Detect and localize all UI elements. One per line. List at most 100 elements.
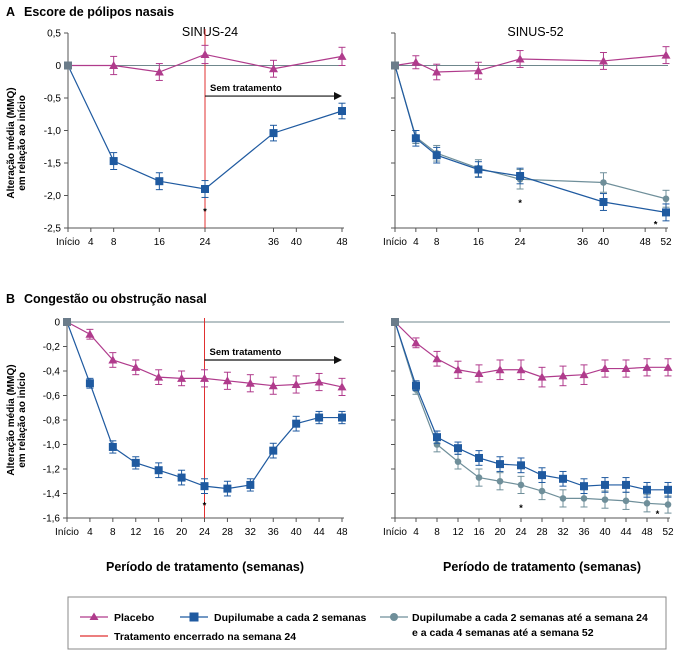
data-point-q2wq4w <box>517 481 525 489</box>
data-point-placebo <box>661 50 671 59</box>
chart-sinus52-congestion: Início 4 8 12 16 20 24 28 32 36 40 44 48 52** <box>383 318 674 538</box>
data-point-placebo <box>453 365 463 374</box>
data-point-placebo <box>154 372 164 381</box>
data-point-q2w <box>643 485 651 494</box>
data-point-placebo <box>177 373 187 382</box>
y-tick-label: -1,6 <box>43 514 61 525</box>
data-point-q2w <box>338 107 346 115</box>
significance-star: * <box>654 219 658 230</box>
no-treatment-label: Sem tratamento <box>210 83 282 94</box>
data-point-placebo <box>245 378 255 387</box>
data-point-placebo <box>598 56 608 65</box>
chart-subtitle: SINUS-52 <box>507 25 563 39</box>
data-point-q2wq4w <box>601 496 609 503</box>
data-point-q2w <box>292 419 301 428</box>
x-tick-label: 36 <box>268 237 280 248</box>
legend-q2w-label: Dupilumabe a cada 2 semanas <box>214 612 366 624</box>
data-point-q2w <box>662 208 670 217</box>
data-point-q2w <box>475 453 483 462</box>
data-point-q2wq4w <box>643 500 651 507</box>
data-point-q2w <box>315 413 324 422</box>
no-treatment-label: Sem tratamento <box>210 347 282 358</box>
y-tick-label: -1,5 <box>44 159 62 170</box>
significance-star: * <box>519 503 523 514</box>
baseline-point <box>391 61 399 70</box>
x-tick-label: Início <box>55 527 79 538</box>
x-tick-label: 36 <box>577 237 589 248</box>
x-tick-label: 24 <box>199 237 211 248</box>
x-tick-label: 12 <box>452 527 464 538</box>
y-tick-label: 0 <box>54 318 60 329</box>
data-point-placebo <box>473 66 483 75</box>
data-point-placebo <box>411 57 421 66</box>
significance-star: * <box>203 206 207 217</box>
data-point-q2w <box>601 480 609 489</box>
data-point-placebo <box>85 329 95 338</box>
y-tick-label: 0,5 <box>47 29 61 40</box>
data-point-placebo <box>663 362 673 371</box>
data-point-q2w <box>580 482 588 491</box>
data-point-placebo <box>154 67 164 76</box>
x-tick-label: 24 <box>515 237 527 248</box>
y-tick-label: -0,8 <box>43 416 61 427</box>
no-treatment-arrow-head <box>334 92 342 101</box>
x-tick-label: 48 <box>641 527 653 538</box>
data-point-placebo <box>222 376 232 385</box>
data-point-q2wq4w <box>662 195 670 203</box>
legend-placebo-marker <box>89 612 99 620</box>
y-tick-label: -0,5 <box>44 94 62 105</box>
data-point-placebo <box>516 365 526 374</box>
data-point-q2w <box>412 381 420 390</box>
baseline-point <box>64 61 72 70</box>
x-tick-label: 8 <box>434 237 440 248</box>
data-point-placebo <box>411 338 421 347</box>
x-tick-label: 8 <box>110 527 116 538</box>
data-point-q2w <box>200 482 209 491</box>
data-point-q2w <box>223 484 232 493</box>
data-point-placebo <box>579 370 589 379</box>
y-axis-title-b-line2: em relação ao início <box>17 372 28 468</box>
data-point-q2w <box>496 460 504 469</box>
data-point-q2wq4w <box>664 501 672 508</box>
x-tick-label: 32 <box>557 527 569 538</box>
x-tick-label: 20 <box>176 527 188 538</box>
significance-star: * <box>203 501 207 512</box>
x-tick-label: 48 <box>336 527 348 538</box>
legend-q2wq4w-label-line1: Dupilumabe a cada 2 semanas até a semana… <box>412 612 648 624</box>
x-tick-label: 28 <box>536 527 548 538</box>
series-line-q2wq4w <box>394 321 669 506</box>
y-tick-label: -2,0 <box>44 191 62 202</box>
x-tick-label: 12 <box>130 527 142 538</box>
y-axis-title-a-line1: Alteração média (MMQ) <box>6 87 17 198</box>
y-tick-label: -0,6 <box>43 391 61 402</box>
x-tick-label: 16 <box>473 237 485 248</box>
data-point-placebo <box>495 365 505 374</box>
x-tick-label: 44 <box>314 527 326 538</box>
data-point-q2w <box>269 129 278 138</box>
data-point-q2w <box>432 151 441 160</box>
y-axis-title-a-line2: em relação ao início <box>17 95 28 191</box>
data-point-q2wq4w <box>538 487 546 495</box>
y-tick-label: -1,4 <box>43 489 61 500</box>
data-point-q2w <box>108 442 117 451</box>
panel-a-letter: A <box>6 5 15 19</box>
baseline-point <box>391 318 399 326</box>
data-point-q2wq4w <box>559 495 567 502</box>
data-point-q2w <box>622 480 630 489</box>
x-tick-label: 16 <box>154 237 166 248</box>
series-line-q2w <box>67 65 343 190</box>
data-point-placebo <box>269 64 278 73</box>
data-point-placebo <box>131 362 141 371</box>
y-tick-label: -0,4 <box>43 367 61 378</box>
data-point-q2wq4w <box>622 497 630 505</box>
series-line-q2w <box>394 321 668 491</box>
x-tick-label: 40 <box>291 527 303 538</box>
y-tick-label: -1,0 <box>44 126 62 137</box>
series-line-q2w <box>394 65 667 213</box>
x-tick-label: 36 <box>268 527 280 538</box>
legend-q2w-marker <box>189 612 199 622</box>
y-tick-label: -1,2 <box>43 465 61 476</box>
